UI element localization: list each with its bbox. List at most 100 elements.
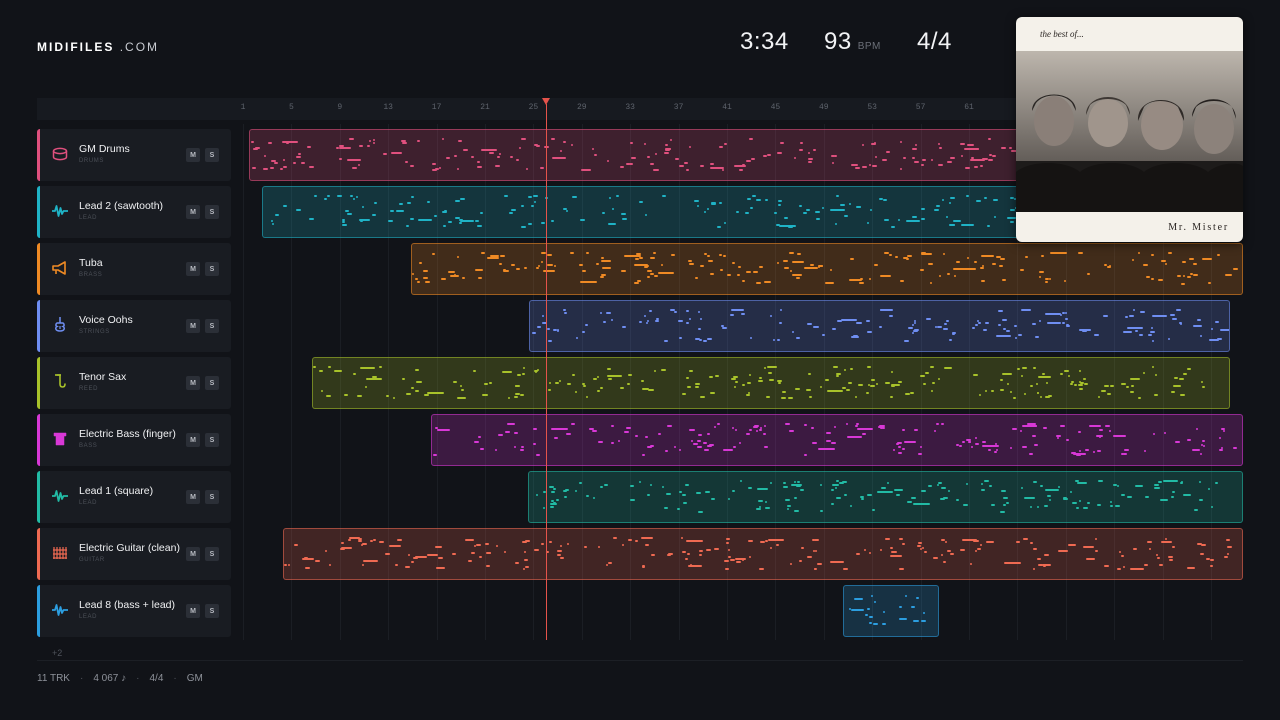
midi-note: [799, 149, 803, 151]
midi-note: [711, 203, 716, 205]
midi-note: [695, 277, 698, 279]
midi-note: [1058, 550, 1068, 552]
track-header[interactable]: Lead 1 (square) LEAD M S: [37, 471, 231, 523]
solo-button[interactable]: S: [205, 547, 219, 561]
mute-button[interactable]: M: [186, 604, 200, 618]
playhead[interactable]: [545, 104, 547, 640]
mute-button[interactable]: M: [186, 433, 200, 447]
midi-note: [679, 491, 682, 493]
track-category: GUITAR: [79, 557, 105, 563]
midi-note: [944, 367, 952, 369]
midi-note: [882, 159, 887, 161]
midi-note: [547, 254, 552, 256]
midi-note: [934, 430, 936, 432]
solo-button[interactable]: S: [205, 433, 219, 447]
midi-note: [1037, 392, 1039, 394]
midi-note: [930, 366, 934, 368]
midi-note: [836, 480, 839, 482]
midi-note: [1023, 538, 1028, 540]
midi-note: [626, 163, 630, 165]
track-header[interactable]: GM Drums DRUMS M S: [37, 129, 231, 181]
midi-note: [896, 494, 900, 496]
midi-note: [766, 396, 770, 398]
midi-clip[interactable]: [283, 528, 1243, 580]
midi-note: [910, 392, 914, 394]
midi-note: [1227, 546, 1232, 548]
track-header[interactable]: Tenor Sax REED M S: [37, 357, 231, 409]
midi-note: [846, 423, 848, 425]
midi-note: [554, 265, 556, 267]
solo-button[interactable]: S: [205, 148, 219, 162]
midi-note: [898, 446, 901, 448]
midi-note: [1004, 562, 1021, 564]
midi-note: [710, 273, 714, 275]
midi-note: [980, 544, 982, 546]
mute-button[interactable]: M: [186, 547, 200, 561]
track-header[interactable]: Tuba BRASS M S: [37, 243, 231, 295]
midi-note: [548, 389, 551, 391]
midi-note: [907, 255, 912, 257]
midi-note: [368, 378, 382, 380]
midi-note: [1015, 337, 1017, 339]
midi-note: [818, 266, 820, 268]
mute-button[interactable]: M: [186, 148, 200, 162]
midi-note: [348, 539, 351, 541]
midi-note: [307, 146, 311, 148]
solo-button[interactable]: S: [205, 319, 219, 333]
track-header[interactable]: Electric Guitar (clean) GUITAR M S: [37, 528, 231, 580]
midi-note: [689, 146, 691, 148]
midi-note: [576, 337, 578, 339]
midi-clip[interactable]: [843, 585, 939, 637]
mute-button[interactable]: M: [186, 490, 200, 504]
midi-note: [966, 483, 968, 485]
playhead-handle[interactable]: [541, 98, 550, 105]
midi-clip[interactable]: [411, 243, 1243, 295]
more-tracks-indicator[interactable]: +2: [52, 648, 63, 658]
mute-button[interactable]: M: [186, 376, 200, 390]
mute-button[interactable]: M: [186, 205, 200, 219]
solo-button[interactable]: S: [205, 376, 219, 390]
midi-note: [914, 161, 919, 163]
mute-button[interactable]: M: [186, 262, 200, 276]
midi-note: [648, 389, 654, 391]
midi-note: [557, 554, 561, 556]
midi-note: [642, 454, 645, 456]
midi-note: [854, 598, 863, 600]
midi-note: [538, 265, 540, 267]
solo-button[interactable]: S: [205, 604, 219, 618]
track-category: BRASS: [79, 272, 103, 278]
track-header[interactable]: Lead 2 (sawtooth) LEAD M S: [37, 186, 231, 238]
midi-note: [967, 268, 976, 270]
midi-note: [634, 282, 639, 284]
track-header[interactable]: Voice Oohs STRINGS M S: [37, 300, 231, 352]
midi-clip[interactable]: [312, 357, 1230, 409]
midi-note: [1187, 567, 1195, 569]
midi-clip[interactable]: [529, 300, 1230, 352]
tempo-unit: BPM: [857, 41, 881, 52]
solo-button[interactable]: S: [205, 205, 219, 219]
mute-button[interactable]: M: [186, 319, 200, 333]
track-header[interactable]: Electric Bass (finger) BASS M S: [37, 414, 231, 466]
midi-note: [1022, 425, 1037, 427]
midi-note: [965, 167, 970, 169]
track-category: LEAD: [79, 215, 98, 221]
track-header[interactable]: Lead 8 (bass + lead) LEAD M S: [37, 585, 231, 637]
midi-note: [848, 382, 852, 384]
solo-button[interactable]: S: [205, 262, 219, 276]
midi-note: [264, 155, 266, 157]
midi-note: [891, 384, 900, 386]
midi-note: [1172, 491, 1175, 493]
waveform-icon: [52, 490, 68, 502]
midi-note: [899, 568, 904, 570]
midi-note: [616, 195, 619, 197]
midi-note: [326, 395, 331, 397]
midi-note: [1044, 505, 1048, 507]
midi-note: [1027, 423, 1036, 425]
midi-clip[interactable]: [528, 471, 1243, 523]
midi-note: [528, 223, 532, 225]
midi-clip[interactable]: [431, 414, 1243, 466]
midi-note: [759, 377, 762, 379]
midi-note: [1003, 328, 1006, 330]
bar-ruler[interactable]: 1 5 9 13 17 21 25 29 33 37 41 45 49 53 57 61: [37, 98, 1243, 120]
solo-button[interactable]: S: [205, 490, 219, 504]
